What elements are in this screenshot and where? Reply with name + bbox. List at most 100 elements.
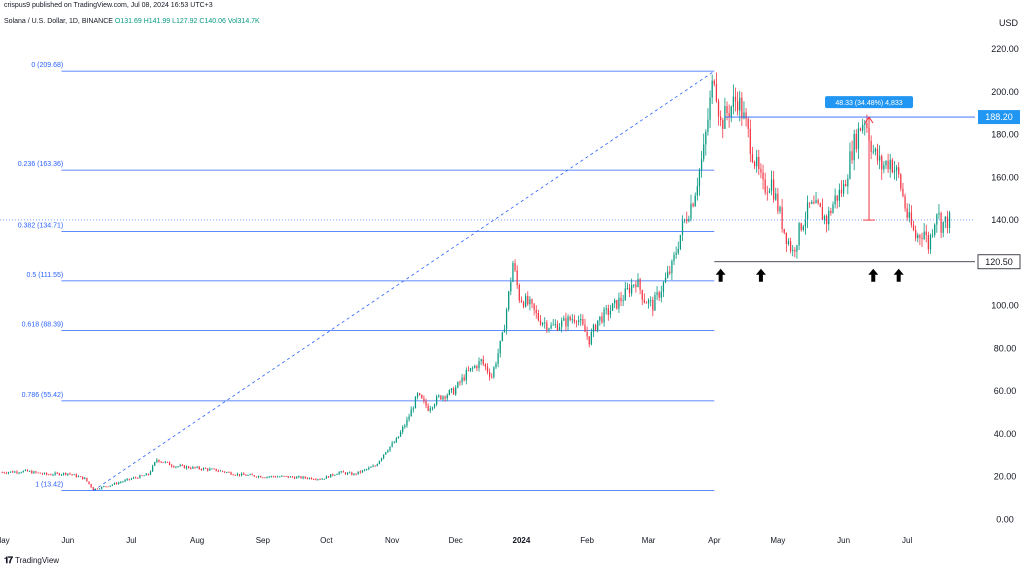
candle-body: [692, 203, 694, 207]
tradingview-logo-icon: 𝟏𝟕: [4, 555, 13, 565]
candle-body: [569, 316, 571, 320]
candle-body: [408, 416, 410, 420]
candle-body: [399, 431, 402, 437]
candle-body: [681, 220, 684, 235]
candle-body: [859, 128, 862, 131]
footer[interactable]: 𝟏𝟕 TradingView: [4, 555, 59, 566]
candle-body: [800, 223, 802, 230]
candle-body: [728, 113, 730, 117]
candle-body: [847, 178, 849, 187]
candle-body: [65, 472, 67, 475]
candle-body: [874, 148, 877, 152]
candle-body: [92, 487, 94, 491]
candle-body: [870, 140, 872, 152]
fib-level-label: 1 (13.42): [35, 482, 63, 489]
currency-label[interactable]: USD: [998, 18, 1018, 28]
candle-body: [188, 466, 190, 469]
candle-body: [590, 331, 592, 345]
candle-body: [940, 213, 942, 233]
candle-body: [444, 396, 446, 399]
candle-body: [24, 469, 27, 471]
candle-body: [52, 474, 54, 476]
candle-body: [425, 400, 427, 406]
candle-body: [749, 128, 751, 155]
candle-body: [308, 477, 311, 479]
candle-body: [705, 131, 707, 145]
candle-body: [948, 212, 951, 228]
up-arrow-icon: [715, 268, 726, 282]
candle-body: [465, 370, 467, 381]
candle-body: [764, 179, 766, 193]
price-tick-label: 180.00: [991, 130, 1019, 140]
candle-body: [732, 96, 735, 107]
candle-body: [760, 168, 762, 173]
candle-body: [29, 471, 31, 472]
candle-body: [690, 203, 692, 219]
candle-body: [346, 472, 349, 475]
candle-body: [96, 488, 99, 490]
candle-body: [43, 472, 46, 475]
candle-body: [815, 200, 817, 204]
candle-body: [122, 481, 124, 483]
candle-body: [830, 210, 832, 213]
candle-body: [654, 295, 656, 311]
candle-body: [213, 468, 215, 470]
candle-body: [751, 154, 754, 162]
fib-level-label: 0.382 (134.71): [18, 222, 64, 229]
candle-body: [7, 472, 10, 474]
candle-body: [103, 486, 105, 488]
candle-body: [804, 219, 807, 227]
candle-body: [614, 299, 616, 304]
price-tick-label: 80.00: [994, 343, 1017, 353]
candle-body: [459, 381, 461, 383]
time-axis: May Jun Jul Aug Sep Oct Nov Dec 2024 Feb Mar Apr May…: [0, 536, 913, 545]
time-tick-label: 2024: [513, 536, 531, 545]
price-tick-label: 0.00: [996, 514, 1014, 524]
candle-body: [565, 318, 567, 327]
candle-body: [240, 473, 243, 476]
candle-body: [126, 478, 128, 480]
candle-body: [393, 442, 395, 444]
candle-body: [544, 322, 546, 324]
candle-body: [18, 472, 20, 474]
candle-body: [857, 128, 860, 150]
candle-body: [22, 470, 24, 473]
candle-body: [268, 476, 270, 478]
candle-body: [164, 461, 166, 463]
candle-body: [944, 216, 946, 222]
candle-body: [872, 151, 874, 153]
candle-body: [249, 474, 251, 476]
candle-body: [9, 471, 12, 473]
candle-body: [5, 472, 7, 474]
candle-body: [809, 202, 811, 204]
candle-body: [745, 112, 747, 119]
candle-body: [934, 224, 936, 235]
candle-body: [321, 478, 323, 480]
candle-body: [224, 471, 226, 473]
candle-body: [525, 296, 527, 307]
candle-body: [359, 471, 361, 473]
time-tick-label: Aug: [190, 536, 204, 545]
time-tick-label: Jul: [126, 536, 136, 545]
candle-body: [734, 96, 737, 102]
candle-body: [726, 105, 728, 114]
candle-body: [845, 184, 847, 187]
candle-body: [385, 452, 387, 455]
candle-body: [605, 308, 607, 310]
candle-body: [448, 390, 450, 395]
time-tick-label: Jun: [61, 536, 74, 545]
candle-body: [298, 476, 300, 478]
candle-body: [736, 101, 739, 111]
candle-body: [84, 477, 86, 480]
price-tick-label: 40.00: [994, 429, 1017, 439]
candle-body: [115, 482, 118, 485]
candle-body: [474, 366, 476, 368]
candle-body: [281, 475, 283, 477]
symbol-name[interactable]: Solana / U.S. Dollar, 1D, BINANCE: [4, 18, 113, 25]
candle-body: [535, 309, 537, 313]
candle-body: [597, 320, 599, 331]
candle-body: [181, 465, 183, 467]
candle-body: [414, 397, 417, 409]
candle-body: [402, 427, 404, 432]
